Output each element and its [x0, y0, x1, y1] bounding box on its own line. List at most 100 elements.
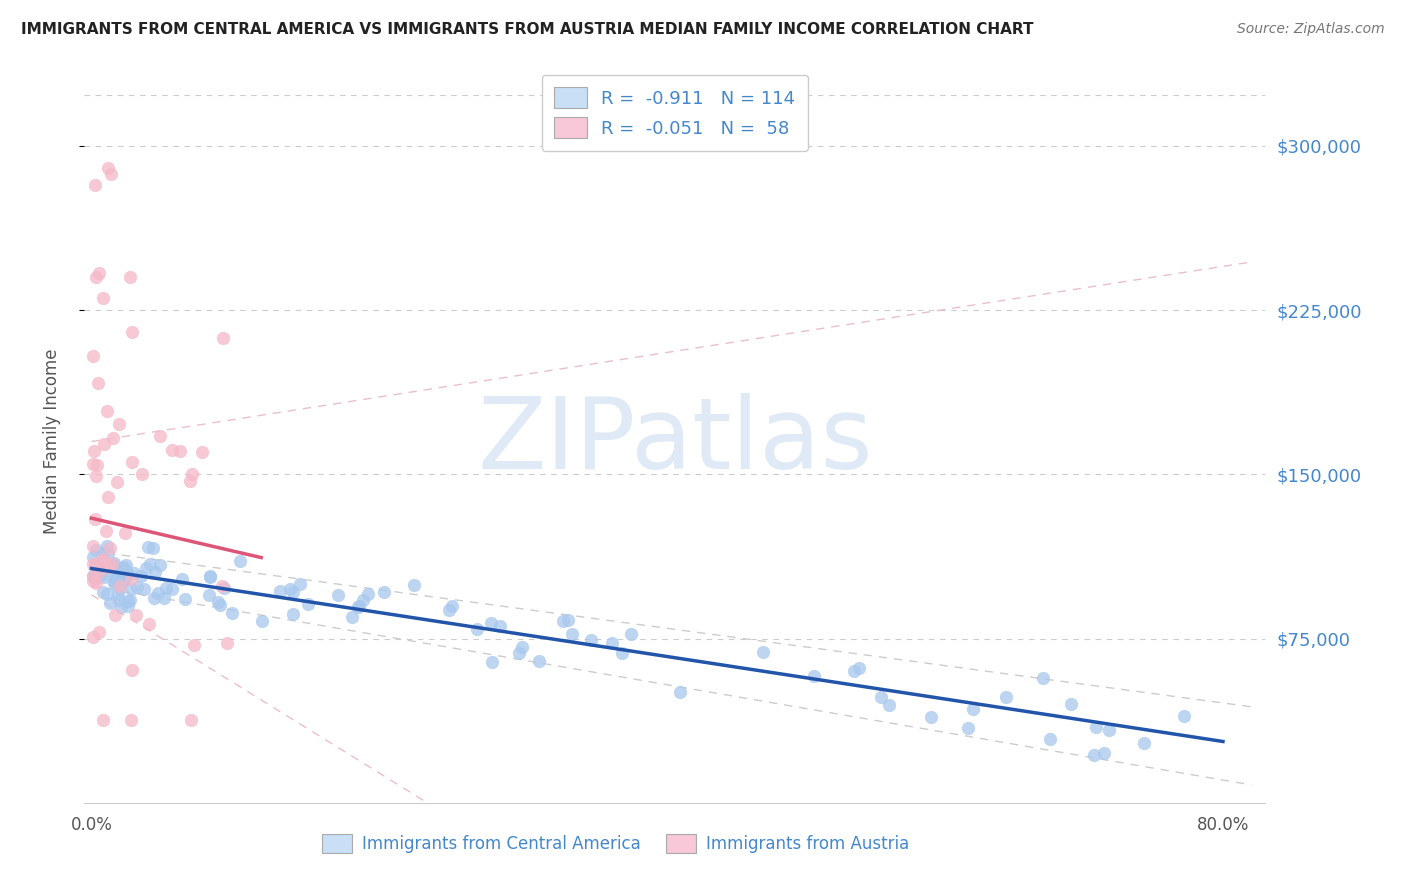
Point: [440, 599, 463, 614]
Point: [91, 552, 114, 566]
Point: [125, 580, 148, 594]
Point: [207, 595, 229, 609]
Point: [82, 540, 104, 554]
Point: [209, 598, 232, 612]
Point: [250, 614, 273, 628]
Point: [962, 702, 984, 716]
Point: [346, 600, 368, 615]
Point: [82, 549, 104, 564]
Point: [96, 539, 118, 553]
Point: [803, 669, 825, 683]
Point: [118, 270, 141, 285]
Point: [96, 403, 118, 417]
Point: [84, 469, 107, 483]
Point: [93, 554, 115, 568]
Point: [328, 588, 350, 602]
Point: [84, 543, 107, 558]
Point: [373, 585, 395, 599]
Point: [602, 636, 624, 650]
Point: [221, 607, 243, 621]
Point: [1039, 731, 1062, 746]
Point: [669, 685, 692, 699]
Point: [120, 582, 142, 597]
Point: [103, 574, 125, 588]
Point: [91, 291, 114, 305]
Point: [110, 600, 132, 615]
Point: [148, 586, 170, 600]
Point: [153, 591, 176, 606]
Point: [149, 429, 172, 443]
Point: [117, 568, 139, 582]
Point: [489, 618, 512, 632]
Point: [97, 546, 120, 560]
Point: [481, 655, 503, 669]
Point: [97, 161, 120, 175]
Legend: Immigrants from Central America, Immigrants from Austria: Immigrants from Central America, Immigra…: [316, 827, 915, 860]
Point: [479, 615, 502, 630]
Point: [117, 599, 139, 613]
Point: [104, 607, 127, 622]
Point: [1084, 720, 1107, 734]
Point: [120, 572, 142, 586]
Point: [200, 570, 222, 584]
Point: [920, 710, 942, 724]
Point: [149, 558, 172, 573]
Point: [510, 640, 533, 654]
Point: [82, 457, 104, 471]
Point: [98, 597, 121, 611]
Point: [84, 512, 107, 526]
Point: [957, 721, 980, 735]
Text: Source: ZipAtlas.com: Source: ZipAtlas.com: [1237, 22, 1385, 37]
Point: [90, 567, 112, 582]
Point: [197, 589, 219, 603]
Point: [129, 569, 152, 583]
Point: [155, 581, 177, 595]
Point: [87, 376, 110, 390]
Point: [110, 563, 132, 577]
Point: [114, 562, 136, 576]
Point: [94, 524, 117, 539]
Point: [111, 560, 134, 574]
Point: [107, 587, 129, 601]
Point: [160, 442, 183, 457]
Point: [82, 349, 104, 363]
Point: [108, 579, 131, 593]
Point: [118, 592, 141, 607]
Point: [105, 475, 128, 489]
Point: [83, 557, 105, 571]
Point: [83, 178, 105, 193]
Point: [160, 582, 183, 596]
Point: [84, 568, 107, 582]
Point: [557, 613, 579, 627]
Point: [1032, 671, 1054, 685]
Point: [465, 622, 488, 636]
Point: [879, 698, 901, 712]
Point: [91, 713, 114, 727]
Point: [183, 638, 205, 652]
Point: [619, 627, 641, 641]
Point: [135, 561, 157, 575]
Point: [86, 458, 108, 472]
Point: [527, 654, 550, 668]
Point: [553, 614, 575, 628]
Point: [111, 575, 134, 590]
Point: [169, 443, 191, 458]
Point: [139, 558, 162, 572]
Point: [83, 443, 105, 458]
Point: [131, 467, 153, 481]
Point: [191, 444, 214, 458]
Point: [89, 266, 111, 280]
Point: [142, 541, 165, 555]
Point: [994, 690, 1017, 705]
Point: [122, 566, 145, 581]
Point: [96, 587, 118, 601]
Text: ZIPatlas: ZIPatlas: [477, 393, 873, 490]
Point: [283, 585, 305, 599]
Point: [121, 325, 143, 339]
Y-axis label: Median Family Income: Median Family Income: [42, 349, 60, 534]
Point: [297, 597, 319, 611]
Point: [82, 569, 104, 583]
Point: [107, 571, 129, 585]
Point: [97, 559, 120, 574]
Point: [82, 557, 104, 571]
